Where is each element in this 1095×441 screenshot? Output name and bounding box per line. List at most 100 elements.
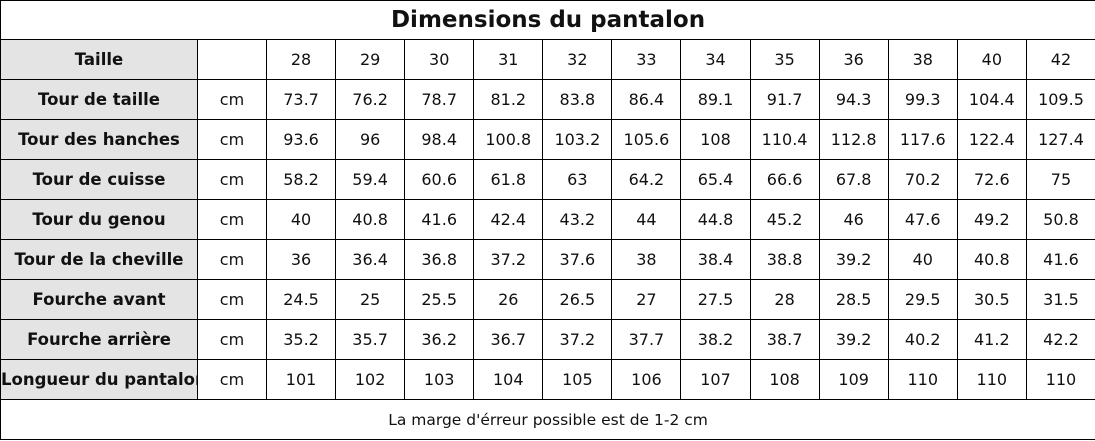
row-label: Tour de cuisse — [0, 159, 198, 200]
size-header: 31 — [473, 39, 544, 80]
value-cell: 41.2 — [956, 319, 1027, 360]
value-cell: 26 — [473, 279, 544, 320]
measure-row: Tour du genou cm 40 40.8 41.6 42.4 43.2 44 44.8 4… — [0, 199, 1095, 240]
value-cell: 102 — [335, 359, 406, 400]
row-label: Fourche avant — [0, 279, 198, 320]
value-cell: 40.8 — [956, 239, 1027, 280]
value-cell: 42.4 — [473, 199, 544, 240]
row-label: Tour des hanches — [0, 119, 198, 160]
value-cell: 89.1 — [680, 79, 751, 120]
value-cell: 39.2 — [818, 239, 889, 280]
value-cell: 25.5 — [404, 279, 475, 320]
measure-row: Tour de la cheville cm 36 36.4 36.8 37.2 37.6 3… — [0, 239, 1095, 280]
value-cell: 110 — [1025, 359, 1095, 400]
measure-row: Tour de cuisse cm 58.2 59.4 60.6 61.8 63 64.2 65… — [0, 159, 1095, 200]
value-cell: 105.6 — [611, 119, 682, 160]
value-cell: 106 — [611, 359, 682, 400]
value-cell: 103.2 — [542, 119, 613, 160]
value-cell: 36.2 — [404, 319, 475, 360]
value-cell: 112.8 — [818, 119, 889, 160]
value-cell: 36.8 — [404, 239, 475, 280]
value-cell: 27.5 — [680, 279, 751, 320]
value-cell: 38.4 — [680, 239, 751, 280]
value-cell: 104 — [473, 359, 544, 400]
value-cell: 83.8 — [542, 79, 613, 120]
unit-cell: cm — [197, 79, 267, 120]
value-cell: 76.2 — [335, 79, 406, 120]
value-cell: 99.3 — [887, 79, 958, 120]
value-cell: 40 — [265, 199, 337, 240]
value-cell: 38.2 — [680, 319, 751, 360]
measure-row: Fourche arrière cm 35.2 35.7 36.2 36.7 37.2 37.… — [0, 319, 1095, 360]
value-cell: 38.8 — [749, 239, 820, 280]
unit-cell: cm — [197, 239, 267, 280]
value-cell: 108 — [680, 119, 751, 160]
value-cell: 73.7 — [265, 79, 337, 120]
value-cell: 37.7 — [611, 319, 682, 360]
value-cell: 37.6 — [542, 239, 613, 280]
value-cell: 110.4 — [749, 119, 820, 160]
value-cell: 107 — [680, 359, 751, 400]
value-cell: 101 — [265, 359, 337, 400]
unit-cell: cm — [197, 159, 267, 200]
value-cell: 64.2 — [611, 159, 682, 200]
unit-cell: cm — [197, 319, 267, 360]
unit-cell: cm — [197, 359, 267, 400]
value-cell: 61.8 — [473, 159, 544, 200]
value-cell: 104.4 — [956, 79, 1027, 120]
measure-row: Tour des hanches cm 93.6 96 98.4 100.8 103.2 10… — [0, 119, 1095, 160]
value-cell: 67.8 — [818, 159, 889, 200]
value-cell: 70.2 — [887, 159, 958, 200]
value-cell: 81.2 — [473, 79, 544, 120]
value-cell: 36 — [265, 239, 337, 280]
size-header: 38 — [887, 39, 958, 80]
row-label: Fourche arrière — [0, 319, 198, 360]
value-cell: 100.8 — [473, 119, 544, 160]
value-cell: 30.5 — [956, 279, 1027, 320]
value-cell: 31.5 — [1025, 279, 1095, 320]
value-cell: 38.7 — [749, 319, 820, 360]
value-cell: 40.8 — [335, 199, 406, 240]
value-cell: 42.2 — [1025, 319, 1095, 360]
size-header: 30 — [404, 39, 475, 80]
value-cell: 78.7 — [404, 79, 475, 120]
value-cell: 103 — [404, 359, 475, 400]
value-cell: 66.6 — [749, 159, 820, 200]
unit-cell: cm — [197, 279, 267, 320]
value-cell: 93.6 — [265, 119, 337, 160]
measure-row: Fourche avant cm 24.5 25 25.5 26 26.5 27 27.5 28 2… — [0, 279, 1095, 320]
value-cell: 49.2 — [956, 199, 1027, 240]
value-cell: 26.5 — [542, 279, 613, 320]
value-cell: 44.8 — [680, 199, 751, 240]
value-cell: 28 — [749, 279, 820, 320]
table-title: Dimensions du pantalon — [0, 0, 1095, 40]
row-label: Tour de taille — [0, 79, 198, 120]
value-cell: 75 — [1025, 159, 1095, 200]
value-cell: 105 — [542, 359, 613, 400]
value-cell: 109.5 — [1025, 79, 1095, 120]
value-cell: 108 — [749, 359, 820, 400]
size-header: 35 — [749, 39, 820, 80]
value-cell: 86.4 — [611, 79, 682, 120]
value-cell: 27 — [611, 279, 682, 320]
value-cell: 38 — [611, 239, 682, 280]
size-header: 36 — [818, 39, 889, 80]
row-label: Tour de la cheville — [0, 239, 198, 280]
value-cell: 98.4 — [404, 119, 475, 160]
value-cell: 60.6 — [404, 159, 475, 200]
value-cell: 96 — [335, 119, 406, 160]
row-label: Tour du genou — [0, 199, 198, 240]
value-cell: 36.7 — [473, 319, 544, 360]
size-header: 40 — [956, 39, 1027, 80]
size-header: 34 — [680, 39, 751, 80]
value-cell: 44 — [611, 199, 682, 240]
size-header: 42 — [1025, 39, 1095, 80]
value-cell: 39.2 — [818, 319, 889, 360]
value-cell: 50.8 — [1025, 199, 1095, 240]
footnote: La marge d'érreur possible est de 1-2 cm — [0, 399, 1095, 440]
value-cell: 110 — [887, 359, 958, 400]
value-cell: 109 — [818, 359, 889, 400]
value-cell: 63 — [542, 159, 613, 200]
